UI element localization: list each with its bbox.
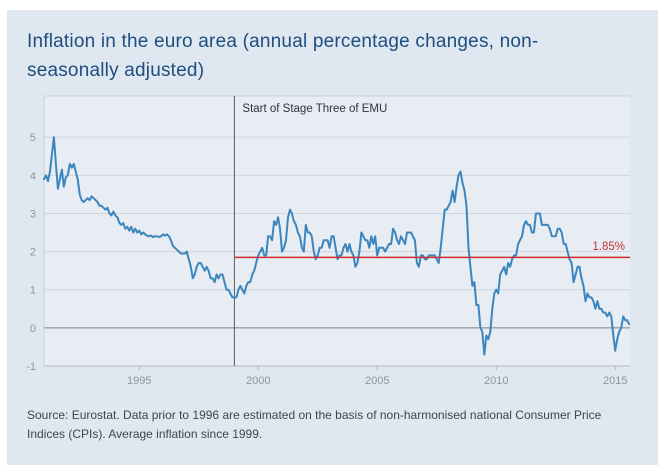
- inflation-line-chart: 5 4 3 2 1 0 -1 1995 2000 2005 2010 2015: [26, 95, 631, 387]
- y-tick-label: 4: [30, 170, 36, 182]
- y-tick-label: 2: [30, 247, 36, 259]
- y-tick-label: 1: [30, 285, 36, 297]
- inflation-series-line: [43, 136, 631, 356]
- chart-panel: Inflation in the euro area (annual perce…: [7, 10, 658, 465]
- emu-annotation-label: Start of Stage Three of EMU: [242, 103, 388, 115]
- y-tick-label: 0: [30, 323, 36, 335]
- source-note: Source: Eurostat. Data prior to 1996 are…: [27, 408, 602, 441]
- x-tick-label: 2005: [365, 375, 389, 387]
- y-tick-label: -1: [26, 361, 36, 373]
- y-tick-label: 5: [30, 132, 36, 144]
- average-inflation-label: 1.85%: [592, 241, 625, 254]
- x-tick-label: 2015: [603, 375, 627, 387]
- x-tick-label: 1995: [127, 375, 151, 387]
- x-tick-label: 2000: [246, 375, 270, 387]
- x-tick-label: 2010: [484, 375, 508, 387]
- y-tick-label: 3: [30, 208, 36, 220]
- chart-title: Inflation in the euro area (annual perce…: [27, 31, 539, 81]
